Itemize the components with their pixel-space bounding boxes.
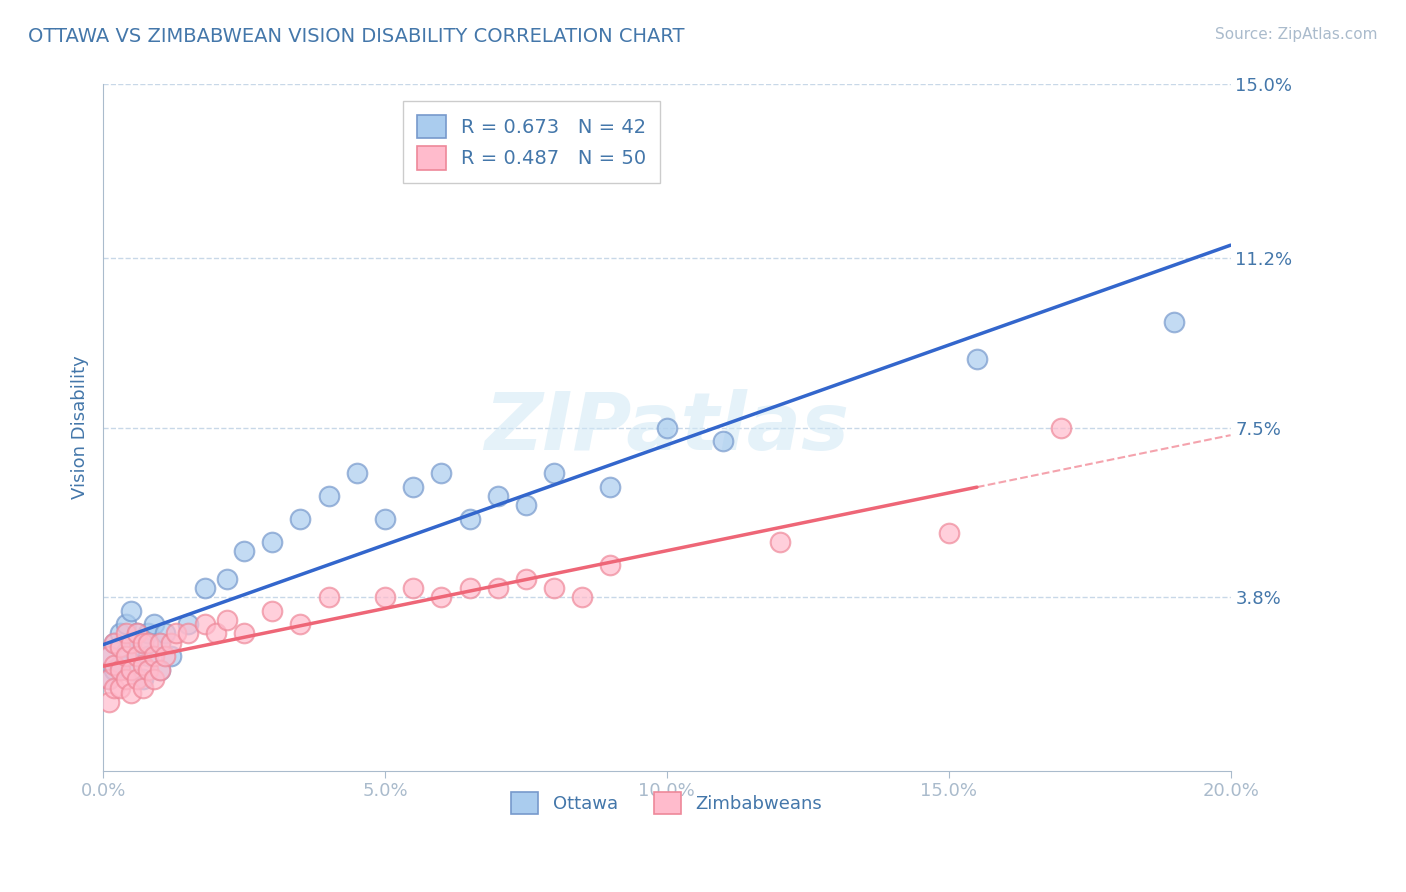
Point [374,590,396,604]
Point [108,663,131,677]
Point [148,635,170,649]
Point [136,649,159,664]
Point [131,640,153,655]
Point [120,635,142,649]
Point [131,635,153,649]
Point [125,626,148,640]
Point [120,603,142,617]
Point [148,635,170,649]
Point [205,626,228,640]
Point [217,572,239,586]
Point [374,512,396,526]
Point [120,635,142,649]
Point [103,658,125,673]
Point [194,581,217,595]
Point [262,535,284,549]
Point [217,613,239,627]
Point [458,581,481,595]
Point [142,617,165,632]
Point [346,467,368,481]
Point [233,544,256,558]
Text: Source: ZipAtlas.com: Source: ZipAtlas.com [1215,27,1378,42]
Point [97,672,120,686]
Point [114,672,136,686]
Point [136,626,159,640]
Point [165,626,187,640]
Point [114,649,136,664]
Text: ZIPatlas: ZIPatlas [484,389,849,467]
Point [131,681,153,696]
Point [136,635,159,649]
Point [515,499,537,513]
Point [515,572,537,586]
Point [148,663,170,677]
Point [318,590,340,604]
Point [103,663,125,677]
Point [966,351,988,366]
Point [290,512,312,526]
Point [159,649,181,664]
Point [125,626,148,640]
Point [97,649,120,664]
Point [430,590,453,604]
Point [318,489,340,503]
Point [114,645,136,659]
Point [148,663,170,677]
Point [194,617,217,632]
Point [262,603,284,617]
Point [153,649,176,664]
Point [599,558,621,572]
Point [543,581,565,595]
Point [120,663,142,677]
Point [938,525,960,540]
Point [97,695,120,709]
Point [159,635,181,649]
Point [97,672,120,686]
Point [136,663,159,677]
Point [655,420,678,434]
Point [131,672,153,686]
Point [125,649,148,664]
Legend: Ottawa, Zimbabweans: Ottawa, Zimbabweans [502,783,831,823]
Point [108,681,131,696]
Point [176,617,198,632]
Point [402,581,425,595]
Point [103,635,125,649]
Point [1050,420,1073,434]
Point [120,686,142,700]
Point [97,649,120,664]
Point [142,672,165,686]
Point [142,649,165,664]
Point [233,626,256,640]
Text: OTTAWA VS ZIMBABWEAN VISION DISABILITY CORRELATION CHART: OTTAWA VS ZIMBABWEAN VISION DISABILITY C… [28,27,685,45]
Y-axis label: Vision Disability: Vision Disability [72,356,89,500]
Point [571,590,593,604]
Point [402,480,425,494]
Point [103,635,125,649]
Point [290,617,312,632]
Point [711,434,734,449]
Point [108,640,131,655]
Point [1163,315,1185,329]
Point [153,626,176,640]
Point [599,480,621,494]
Point [768,535,790,549]
Point [108,626,131,640]
Point [114,617,136,632]
Point [430,467,453,481]
Point [125,649,148,664]
Point [458,512,481,526]
Point [120,663,142,677]
Point [486,581,509,595]
Point [125,672,148,686]
Point [108,658,131,673]
Point [114,626,136,640]
Point [131,658,153,673]
Point [176,626,198,640]
Point [543,467,565,481]
Point [103,681,125,696]
Point [486,489,509,503]
